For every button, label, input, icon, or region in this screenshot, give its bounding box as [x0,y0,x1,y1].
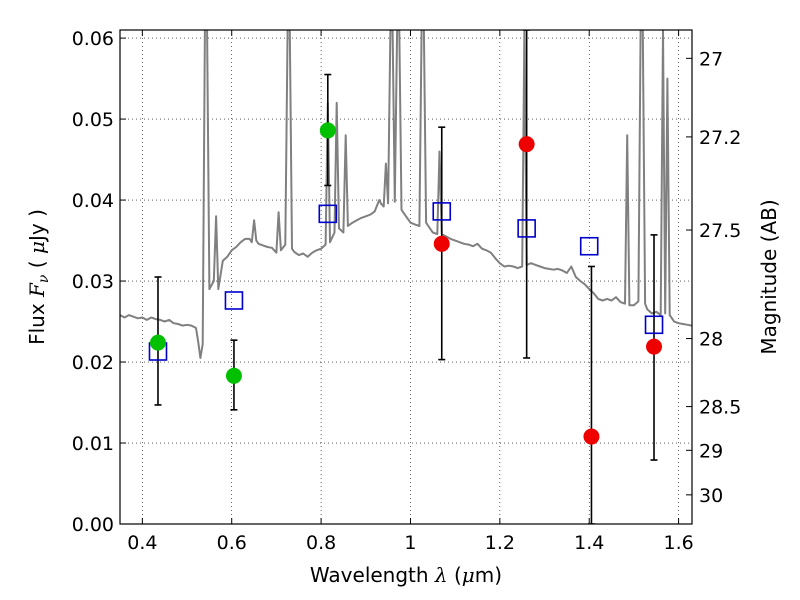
y-tick-label: 0.05 [72,109,114,131]
y-tick-label: 0.03 [72,271,114,293]
model-photometry-square [318,204,338,224]
red-point [646,338,663,355]
model-photometry-square [224,291,244,310]
x-tick-label: 1 [404,532,416,554]
x-tick-label: 1.2 [485,532,515,554]
y-tick-label: 0.02 [72,352,114,374]
x-tick-label: 0.8 [306,532,336,554]
x-tick-label: 1.4 [574,532,604,554]
y2-tick-label: 27 [699,48,723,70]
x-axis-label: Wavelength λ (μm) [310,563,502,587]
model-photometry-square [644,315,664,335]
x-tick-label: 0.4 [127,532,157,554]
red-point [518,136,535,153]
y2-tick-label: 28 [699,329,723,351]
y2-tick-label: 30 [699,485,723,507]
green-point [149,334,166,351]
y-axis-label: Flux Fν ( μJy ) [25,209,52,345]
y2-tick-label: 28.5 [699,397,741,419]
y-tick-label: 0.01 [72,433,114,455]
model-photometry-square [579,236,599,256]
y2-tick-label: 29 [699,440,723,462]
y-tick-label: 0.00 [72,514,114,536]
y2-tick-label: 27.2 [699,127,741,149]
y-tick-label: 0.06 [72,28,114,50]
grid [120,30,692,525]
plot-frame [119,29,693,525]
red-point [583,428,600,445]
green-point [225,367,242,384]
ticks: 0.4 0.6 0.8 1 1.2 1.4 1.6 0.00 0.01 0.02 0.03 0.04 0… [72,28,742,554]
y-tick-label: 0.04 [72,190,114,212]
plot-area [120,30,692,524]
model-photometry-square [517,219,536,238]
x-tick-label: 1.6 [663,532,693,554]
y2-tick-label: 27.5 [699,220,741,242]
red-point [433,235,450,252]
green-point [319,122,336,139]
model-photometry-square [432,202,452,221]
model-spectrum-line [120,30,692,359]
y2-axis-label: Magnitude (AB) [757,199,781,354]
x-tick-label: 0.6 [217,532,247,554]
